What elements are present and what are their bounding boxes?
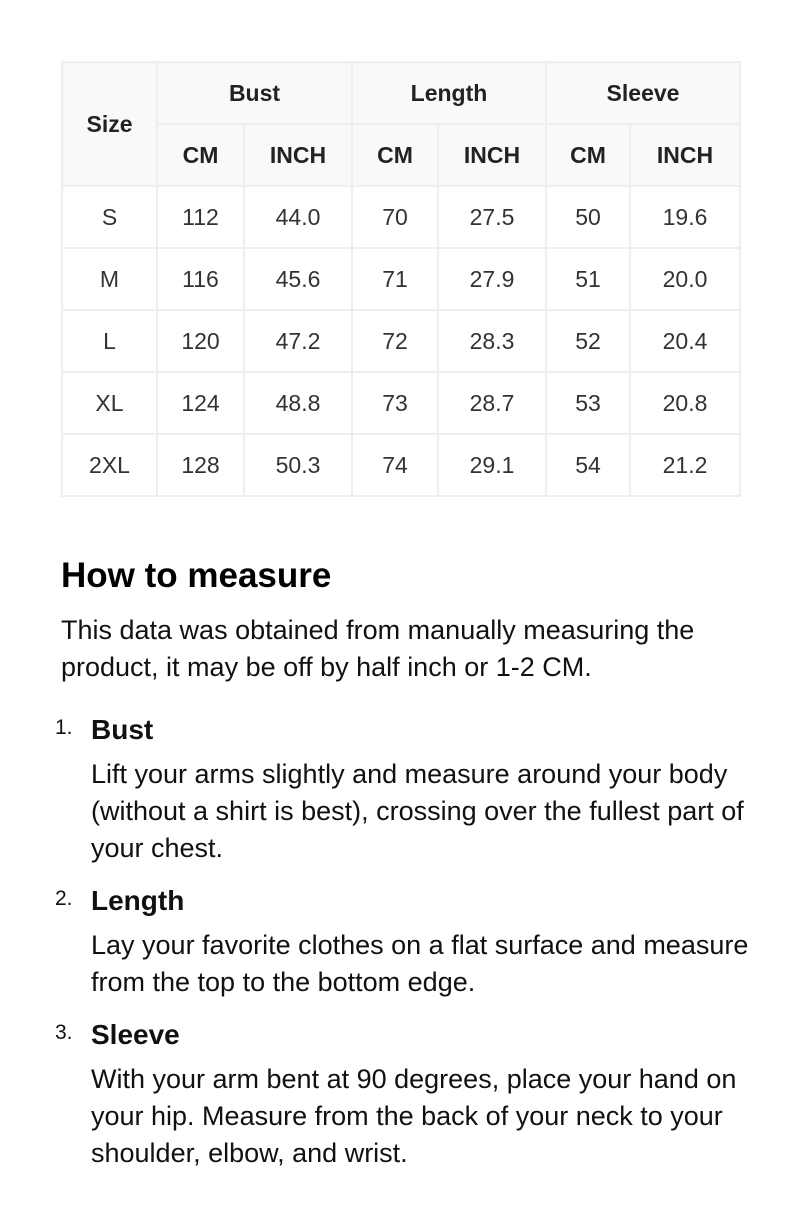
value-cell: 74	[351, 433, 439, 497]
step-number: 1.	[55, 716, 73, 739]
step-item: 3. Sleeve With your arm bent at 90 degrees…	[0, 1013, 760, 1172]
value-cell: 19.6	[629, 185, 741, 249]
size-chart-table: Size Bust Length Sleeve CM INCH CM INCH …	[61, 61, 741, 497]
value-cell: 70	[351, 185, 439, 249]
sleeve-header: Sleeve	[545, 61, 741, 125]
value-cell: 28.7	[437, 371, 547, 435]
step-number: 2.	[55, 887, 73, 910]
table-row: M 116 45.6 71 27.9 51 20.0	[61, 247, 741, 311]
value-cell: 44.0	[243, 185, 353, 249]
value-cell: 50	[545, 185, 631, 249]
value-cell: 71	[351, 247, 439, 311]
size-header: Size	[61, 61, 158, 187]
value-cell: 116	[156, 247, 245, 311]
value-cell: 124	[156, 371, 245, 435]
step-description: With your arm bent at 90 degrees, place …	[91, 1064, 737, 1168]
unit-header: INCH	[243, 123, 353, 187]
step-title: Bust	[91, 714, 154, 745]
value-cell: 27.5	[437, 185, 547, 249]
value-cell: 128	[156, 433, 245, 497]
value-cell: 73	[351, 371, 439, 435]
size-cell: S	[61, 185, 158, 249]
length-header: Length	[351, 61, 547, 125]
size-cell: M	[61, 247, 158, 311]
size-cell: XL	[61, 371, 158, 435]
measure-steps: 1. Bust Lift your arms slightly and measur…	[0, 708, 760, 1184]
unit-header: INCH	[437, 123, 547, 187]
value-cell: 21.2	[629, 433, 741, 497]
table-row: 2XL 128 50.3 74 29.1 54 21.2	[61, 433, 741, 497]
step-description: Lift your arms slightly and measure arou…	[91, 759, 744, 863]
table-row: S 112 44.0 70 27.5 50 19.6	[61, 185, 741, 249]
table-row: L 120 47.2 72 28.3 52 20.4	[61, 309, 741, 373]
step-item: 2. Length Lay your favorite clothes on a f…	[0, 879, 760, 1001]
step-title: Length	[91, 885, 185, 916]
value-cell: 120	[156, 309, 245, 373]
value-cell: 112	[156, 185, 245, 249]
value-cell: 28.3	[437, 309, 547, 373]
intro-text: This data was obtained from manually mea…	[61, 615, 695, 682]
value-cell: 52	[545, 309, 631, 373]
value-cell: 72	[351, 309, 439, 373]
value-cell: 29.1	[437, 433, 547, 497]
value-cell: 45.6	[243, 247, 353, 311]
step-item: 1. Bust Lift your arms slightly and measur…	[0, 708, 760, 867]
size-cell: 2XL	[61, 433, 158, 497]
value-cell: 20.0	[629, 247, 741, 311]
value-cell: 54	[545, 433, 631, 497]
value-cell: 50.3	[243, 433, 353, 497]
size-cell: L	[61, 309, 158, 373]
value-cell: 20.8	[629, 371, 741, 435]
unit-header: CM	[351, 123, 439, 187]
table-row: XL 124 48.8 73 28.7 53 20.8	[61, 371, 741, 435]
section-title: How to measure	[61, 556, 332, 595]
step-description: Lay your favorite clothes on a flat surf…	[91, 930, 749, 997]
unit-header: CM	[545, 123, 631, 187]
value-cell: 20.4	[629, 309, 741, 373]
value-cell: 47.2	[243, 309, 353, 373]
step-title: Sleeve	[91, 1019, 180, 1050]
bust-header: Bust	[156, 61, 353, 125]
step-number: 3.	[55, 1021, 73, 1044]
value-cell: 53	[545, 371, 631, 435]
unit-header: CM	[156, 123, 245, 187]
value-cell: 27.9	[437, 247, 547, 311]
value-cell: 48.8	[243, 371, 353, 435]
value-cell: 51	[545, 247, 631, 311]
unit-header: INCH	[629, 123, 741, 187]
